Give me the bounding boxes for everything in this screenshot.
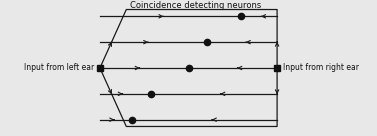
Text: Input from right ear: Input from right ear <box>283 64 359 72</box>
Text: Coincidence detecting neurons: Coincidence detecting neurons <box>130 1 262 10</box>
Text: Input from left ear: Input from left ear <box>24 64 94 72</box>
